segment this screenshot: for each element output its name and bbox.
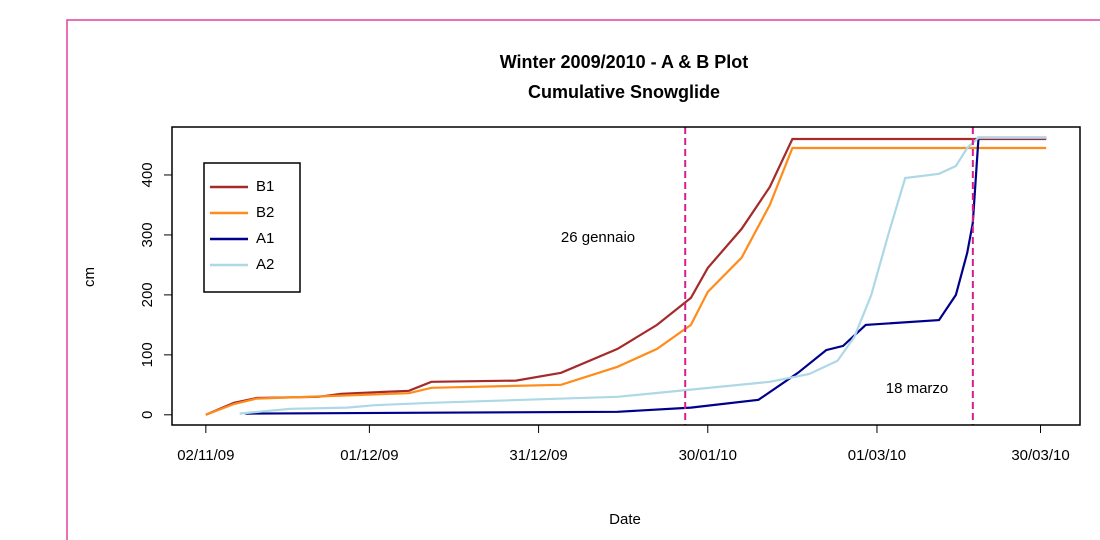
y-tick-label: 100 xyxy=(139,342,156,367)
x-tick-label: 30/03/10 xyxy=(1011,447,1069,464)
y-tick-label: 400 xyxy=(139,162,156,187)
annotation: 26 gennaio xyxy=(561,229,635,246)
series-line xyxy=(205,146,1047,416)
chart-subtitle: Cumulative Snowglide xyxy=(528,82,720,102)
y-axis-label: cm xyxy=(81,267,98,287)
x-axis-label: Date xyxy=(609,511,641,528)
y-tick-label: 200 xyxy=(139,282,156,307)
y-tick-label: 0 xyxy=(139,411,156,419)
frame xyxy=(66,19,1100,540)
legend-label: B1 xyxy=(256,178,274,195)
x-tick-label: 30/01/10 xyxy=(679,447,737,464)
x-tick-label: 01/03/10 xyxy=(848,447,906,464)
series-line xyxy=(239,136,1047,415)
x-tick-label: 01/12/09 xyxy=(340,447,398,464)
x-tick-label: 31/12/09 xyxy=(509,447,567,464)
legend-label: A2 xyxy=(256,256,274,273)
legend-label: A1 xyxy=(256,230,274,247)
x-tick-label: 02/11/09 xyxy=(177,447,234,464)
y-tick-label: 300 xyxy=(139,222,156,247)
plot-frame xyxy=(171,126,1081,426)
annotation: 18 marzo xyxy=(886,380,949,397)
chart-title: Winter 2009/2010 - A & B Plot xyxy=(500,52,749,72)
legend-label: B2 xyxy=(256,204,274,221)
legend-box xyxy=(203,162,301,293)
